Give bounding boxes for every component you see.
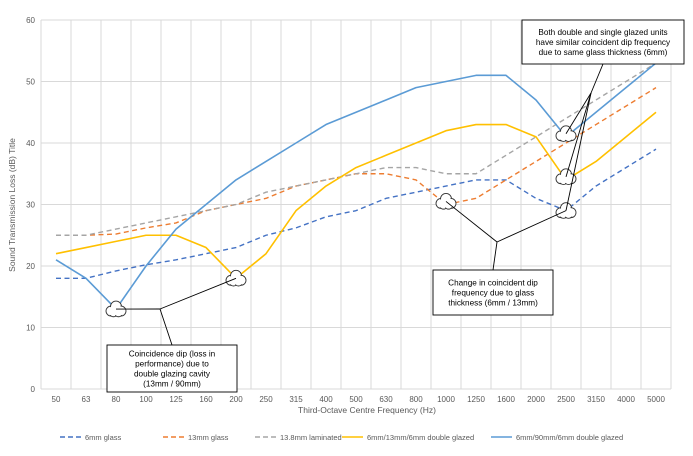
- x-tick-label: 3150: [587, 395, 605, 404]
- x-tick-label: 2500: [557, 395, 575, 404]
- x-tick-label: 2000: [527, 395, 545, 404]
- x-tick-label: 315: [289, 395, 303, 404]
- series-line-6mm-90mm-6mm-double-glazed: [55, 62, 657, 310]
- x-tick-label: 100: [139, 395, 153, 404]
- x-tick-label: 1000: [437, 395, 455, 404]
- axis-ticks: 0 10 20 30 40 50 60 50 63 80 100 125 160 200 250 315 400…: [26, 16, 665, 404]
- dip-marker: [225, 269, 247, 287]
- annotation-box: [106, 344, 238, 393]
- annotation-box: [521, 19, 685, 65]
- annotation-leader: [590, 63, 604, 94]
- y-tick-label: 20: [26, 262, 35, 271]
- annotation-box: [432, 269, 554, 316]
- annotation-pointer: [565, 92, 592, 211]
- annotation-text: thickness (6mm / 13mm): [448, 299, 538, 308]
- y-tick-label: 10: [26, 324, 35, 333]
- x-tick-label: 800: [409, 395, 423, 404]
- annotation-leader: [492, 241, 498, 271]
- annotation-text: double glazing cavity: [134, 370, 211, 379]
- series-line-6mm-13mm-6mm-double-glazed: [55, 111, 657, 280]
- x-tick-label: 5000: [647, 395, 665, 404]
- annotation-text: due to same glass thickness (6mm): [539, 48, 668, 57]
- y-axis-label: Sound Transmission Loss (dB) Title: [7, 138, 17, 272]
- y-tick-label: 60: [26, 16, 35, 25]
- y-tick-label: 0: [31, 385, 36, 394]
- annotation-text: frequency due to glass: [452, 289, 534, 298]
- annotation-pointer: [159, 277, 237, 310]
- annotation-text: Both double and single glazed units: [538, 28, 667, 37]
- legend-label: 6mm/90mm/6mm double glazed: [516, 433, 623, 442]
- annotation-leader: [159, 308, 173, 346]
- grid: [40, 19, 672, 390]
- annotation-pointer: [496, 210, 567, 243]
- annotation-text: performance) due to: [135, 360, 209, 369]
- x-tick-label: 250: [259, 395, 273, 404]
- legend: 6mm glass 13mm glass 13.8mm laminated 6mm/1…: [60, 433, 623, 442]
- annotation-text: Change in coincident dip: [448, 279, 538, 288]
- annotation-pointer: [565, 92, 592, 135]
- x-tick-label: 200: [229, 395, 243, 404]
- x-tick-label: 1250: [467, 395, 485, 404]
- legend-label: 13mm glass: [188, 433, 229, 442]
- y-tick-label: 50: [26, 78, 35, 87]
- x-tick-label: 500: [349, 395, 363, 404]
- annotation-text: have similar coincident dip frequency: [536, 38, 671, 47]
- x-tick-label: 125: [169, 395, 183, 404]
- legend-label: 13.8mm laminated: [280, 433, 342, 442]
- annotation-text: (13mm / 90mm): [143, 380, 201, 389]
- y-tick-label: 40: [26, 139, 35, 148]
- series-lines: [55, 62, 657, 310]
- annotation-text: Coincidence dip (loss in: [129, 350, 216, 359]
- legend-label: 6mm glass: [85, 433, 122, 442]
- legend-label: 6mm/13mm/6mm double glazed: [367, 433, 474, 442]
- x-tick-label: 630: [379, 395, 393, 404]
- annotation-pointer: [565, 92, 592, 177]
- x-tick-label: 400: [319, 395, 333, 404]
- y-tick-label: 30: [26, 201, 35, 210]
- x-tick-label: 1600: [497, 395, 515, 404]
- annotation-pointer: [445, 201, 498, 243]
- x-tick-label: 50: [52, 395, 61, 404]
- dip-marker: [435, 192, 457, 210]
- x-tick-label: 160: [199, 395, 213, 404]
- x-axis-label: Third-Octave Centre Frequency (Hz): [298, 405, 436, 415]
- series-line-6mm-glass: [56, 148, 657, 279]
- x-tick-label: 80: [112, 395, 121, 404]
- x-tick-label: 4000: [617, 395, 635, 404]
- x-tick-label: 63: [82, 395, 91, 404]
